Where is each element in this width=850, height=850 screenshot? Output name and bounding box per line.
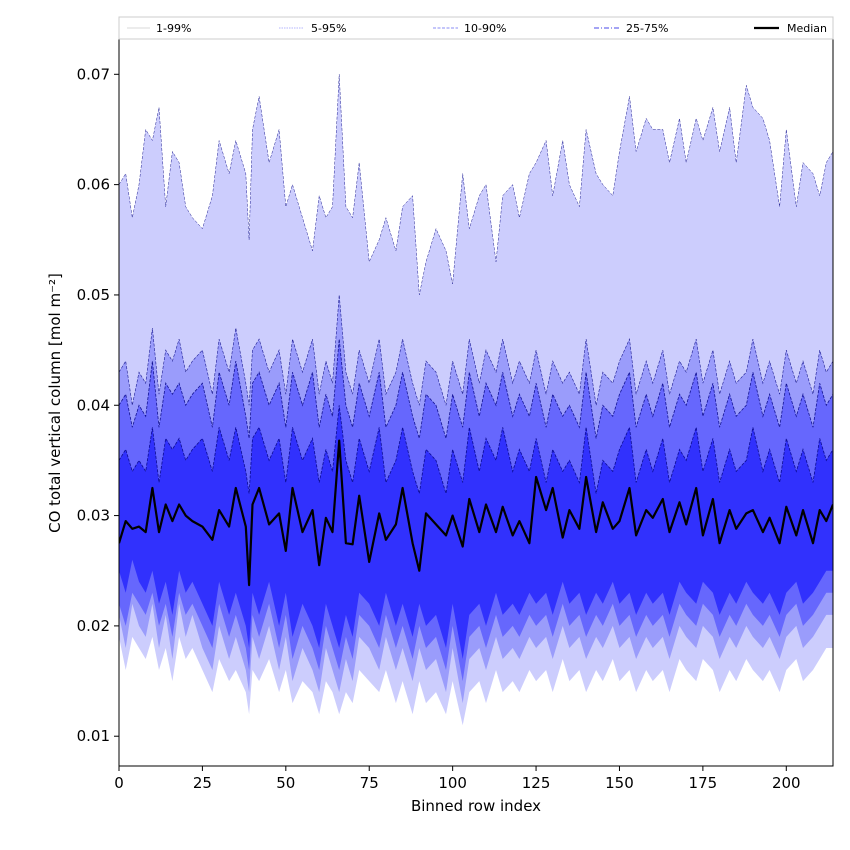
x-tick-label: 100 xyxy=(438,774,467,792)
y-tick-label: 0.07 xyxy=(77,65,110,83)
band-1-99-upper-edge xyxy=(119,74,833,295)
legend-item-25-75: 25-75% xyxy=(626,22,668,35)
legend-item-1-99: 1-99% xyxy=(156,22,191,35)
y-axis-label: CO total vertical column [mol m⁻²] xyxy=(46,273,64,533)
band-25-75-upper-edge xyxy=(119,405,833,494)
x-tick-label: 25 xyxy=(193,774,212,792)
legend-box xyxy=(118,16,834,40)
legend: 1-99% 5-95% 10-90% 25-75% Median xyxy=(118,16,834,40)
band-25-75 xyxy=(119,405,833,659)
y-tick-label: 0.01 xyxy=(77,727,110,745)
legend-item-median: Median xyxy=(787,22,827,35)
y-axis: 0.01 0.02 0.03 0.04 0.05 0.06 0.07 xyxy=(77,65,119,745)
x-tick-label: 150 xyxy=(605,774,634,792)
x-tick-label: 50 xyxy=(276,774,295,792)
y-tick-label: 0.05 xyxy=(77,286,110,304)
median-line xyxy=(119,439,833,587)
x-tick-label: 175 xyxy=(689,774,718,792)
y-tick-label: 0.06 xyxy=(77,176,110,194)
y-tick-label: 0.04 xyxy=(77,396,110,414)
x-tick-label: 125 xyxy=(522,774,551,792)
x-tick-label: 75 xyxy=(360,774,379,792)
band-10-90-upper-edge xyxy=(119,339,833,439)
x-tick-label: 0 xyxy=(114,774,124,792)
legend-item-5-95: 5-95% xyxy=(311,22,346,35)
y-tick-label: 0.02 xyxy=(77,617,110,635)
y-tick-label: 0.03 xyxy=(77,507,110,525)
x-axis-label: Binned row index xyxy=(411,797,541,815)
x-tick-label: 200 xyxy=(772,774,801,792)
bands-layer xyxy=(119,74,833,726)
x-axis: 0 25 50 75 100 125 150 175 200 xyxy=(114,766,801,792)
legend-item-10-90: 10-90% xyxy=(464,22,506,35)
median-layer xyxy=(119,439,833,587)
